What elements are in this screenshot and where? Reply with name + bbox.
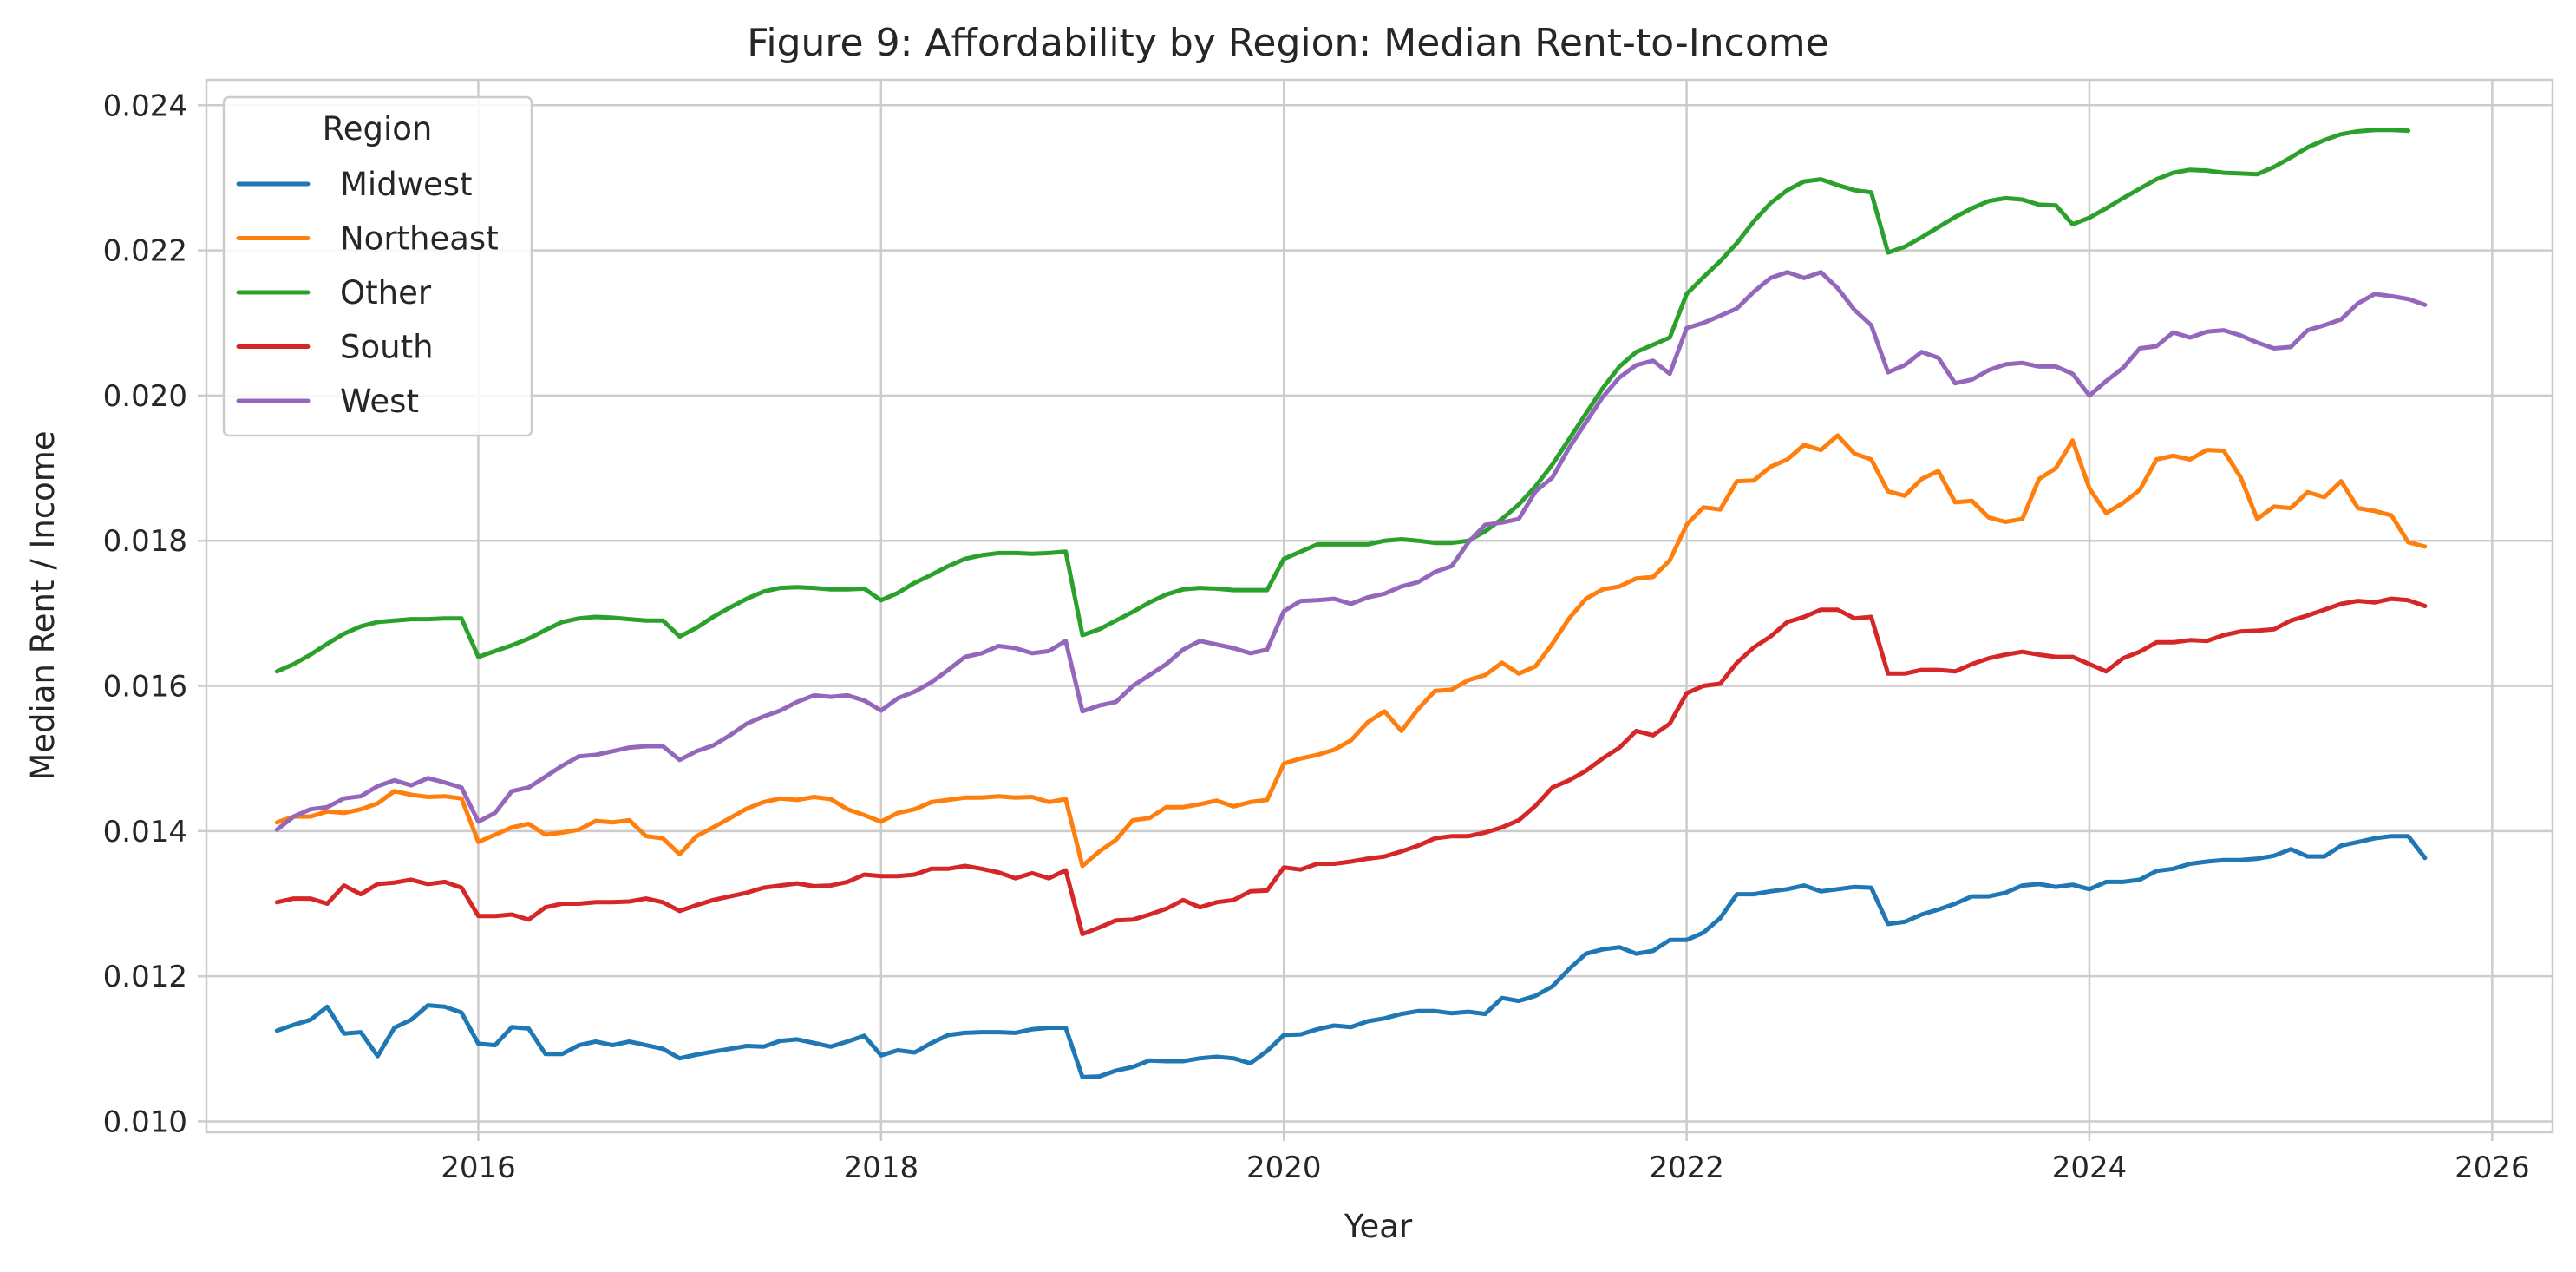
series-line-south: [274, 596, 2428, 937]
legend-label-other: Other: [340, 274, 432, 311]
series-line-midwest: [274, 834, 2428, 1079]
y-tick-label: 0.024: [103, 89, 187, 123]
x-tick-label: 2024: [2052, 1151, 2128, 1185]
x-axis-ticks: 2016 2018 2020 2022 2024 2026: [441, 1132, 2530, 1185]
x-tick-label: 2018: [844, 1151, 919, 1185]
y-tick-label: 0.022: [103, 234, 187, 269]
legend-label-northeast: Northeast: [340, 220, 499, 258]
x-tick-label: 2016: [441, 1151, 516, 1185]
x-tick-label: 2026: [2455, 1151, 2530, 1185]
series-line-west: [274, 270, 2428, 832]
x-axis-label: Year: [1344, 1208, 1413, 1245]
y-axis-ticks: 0.010 0.012 0.014 0.016 0.018 0.020 0.022 0.024: [103, 89, 206, 1139]
y-tick-label: 0.020: [103, 379, 187, 414]
series-lines: [274, 128, 2428, 1079]
legend-title: Region: [323, 110, 433, 148]
x-tick-label: 2020: [1246, 1151, 1322, 1185]
y-tick-label: 0.012: [103, 960, 187, 994]
legend: Region Midwest Northeast Other South West: [222, 95, 533, 437]
x-tick-label: 2022: [1649, 1151, 1724, 1185]
y-tick-label: 0.010: [103, 1105, 187, 1139]
y-tick-label: 0.018: [103, 524, 187, 559]
legend-label-west: West: [340, 383, 419, 420]
legend-label-midwest: Midwest: [340, 166, 473, 203]
chart-title: Figure 9: Affordability by Region: Media…: [747, 21, 1828, 65]
legend-label-south: South: [340, 329, 434, 366]
y-tick-label: 0.014: [103, 815, 187, 849]
plot-area-frame: [205, 78, 2554, 1134]
series-line-other: [274, 128, 2411, 674]
series-line-northeast: [274, 433, 2428, 869]
y-axis-label: Median Rent / Income: [24, 430, 62, 780]
legend-items: Midwest Northeast Other South West: [236, 166, 499, 420]
y-tick-label: 0.016: [103, 670, 187, 705]
